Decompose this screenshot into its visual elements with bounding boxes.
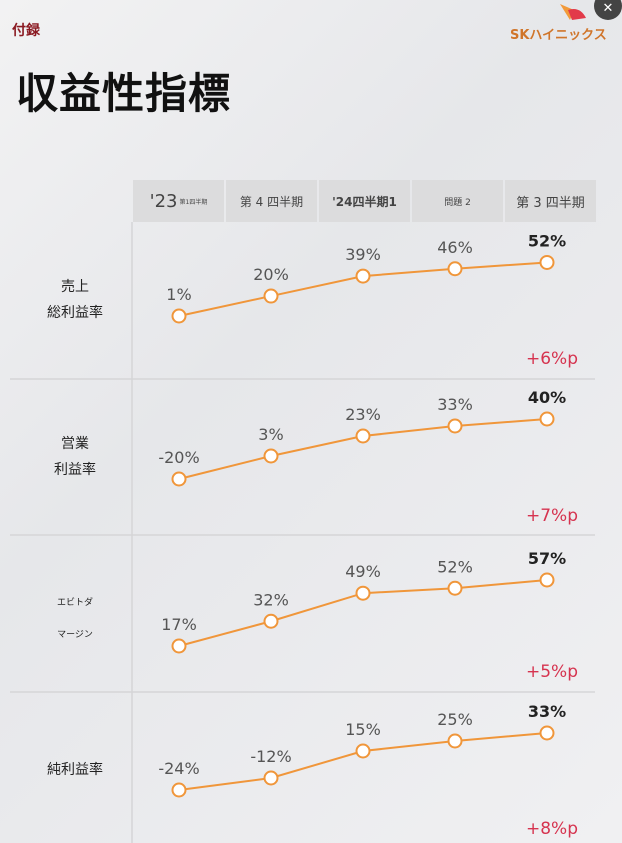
column-header: 第 4 四半期 xyxy=(226,180,317,222)
series-line xyxy=(178,732,548,791)
close-button[interactable]: ✕ xyxy=(594,0,622,20)
data-point xyxy=(447,418,463,434)
data-point xyxy=(539,411,555,427)
data-point xyxy=(171,471,187,487)
data-point xyxy=(539,254,555,270)
data-point xyxy=(355,585,371,601)
change-label: +5%p xyxy=(526,662,578,682)
change-label: +6%p xyxy=(526,349,578,369)
data-point xyxy=(447,261,463,277)
data-label: 15% xyxy=(345,720,381,739)
row-label: エビトダ マージン xyxy=(20,587,130,651)
data-point xyxy=(263,448,279,464)
data-point xyxy=(539,572,555,588)
row-label: 売上 総利益率 xyxy=(20,274,130,326)
data-label: 33% xyxy=(528,702,566,721)
column-header: 第 3 四半期 xyxy=(505,180,596,222)
logo-text: SKハイニックス xyxy=(510,28,607,43)
row-label-line: 売上 xyxy=(61,279,89,295)
series-line xyxy=(178,418,548,480)
data-point xyxy=(355,743,371,759)
data-point xyxy=(263,288,279,304)
data-label: 40% xyxy=(528,388,566,407)
data-point xyxy=(539,725,555,741)
data-label: 25% xyxy=(437,710,473,729)
row-label-line: 利益率 xyxy=(54,462,96,478)
data-point xyxy=(355,268,371,284)
sk-hynix-logo-icon xyxy=(560,4,586,20)
row-label-line: エビトダ xyxy=(56,598,93,608)
data-label: 17% xyxy=(161,615,197,634)
data-label: 32% xyxy=(253,590,289,609)
data-label: 49% xyxy=(345,562,381,581)
data-point xyxy=(447,733,463,749)
appendix-label: 付録 xyxy=(12,23,40,39)
data-point xyxy=(355,428,371,444)
data-point xyxy=(263,770,279,786)
data-point xyxy=(171,638,187,654)
page-title: 収益性指標 xyxy=(16,69,232,118)
data-label: 3% xyxy=(258,425,283,444)
data-label: 33% xyxy=(437,395,473,414)
data-point xyxy=(171,782,187,798)
column-headers: '23 第1四半期 第 4 四半期 '24四半期1 問題 2 第 3 四半期 xyxy=(133,180,598,222)
data-label: -24% xyxy=(158,759,199,778)
data-label: -20% xyxy=(158,448,199,467)
row-label-line: 営業 xyxy=(61,436,89,452)
data-label: 52% xyxy=(528,231,566,250)
data-label: 57% xyxy=(528,549,566,568)
data-label: 52% xyxy=(437,557,473,576)
data-label: 46% xyxy=(437,238,473,257)
row-label: 純利益率 xyxy=(20,757,130,783)
data-point xyxy=(447,580,463,596)
column-header: '23 第1四半期 xyxy=(133,180,224,222)
data-label: -12% xyxy=(250,747,291,766)
data-point xyxy=(171,308,187,324)
data-label: 39% xyxy=(345,245,381,264)
data-label: 23% xyxy=(345,405,381,424)
data-label: 20% xyxy=(253,265,289,284)
column-header: '24四半期1 xyxy=(319,180,410,222)
data-label: 1% xyxy=(166,285,191,304)
column-header: 問題 2 xyxy=(412,180,503,222)
row-label-line: マージン xyxy=(57,630,93,640)
row-label-line: 純利益率 xyxy=(47,762,103,778)
row-label-line: 総利益率 xyxy=(47,305,103,321)
row-label: 営業 利益率 xyxy=(20,431,130,483)
data-point xyxy=(263,613,279,629)
change-label: +8%p xyxy=(526,819,578,839)
change-label: +7%p xyxy=(526,506,578,526)
